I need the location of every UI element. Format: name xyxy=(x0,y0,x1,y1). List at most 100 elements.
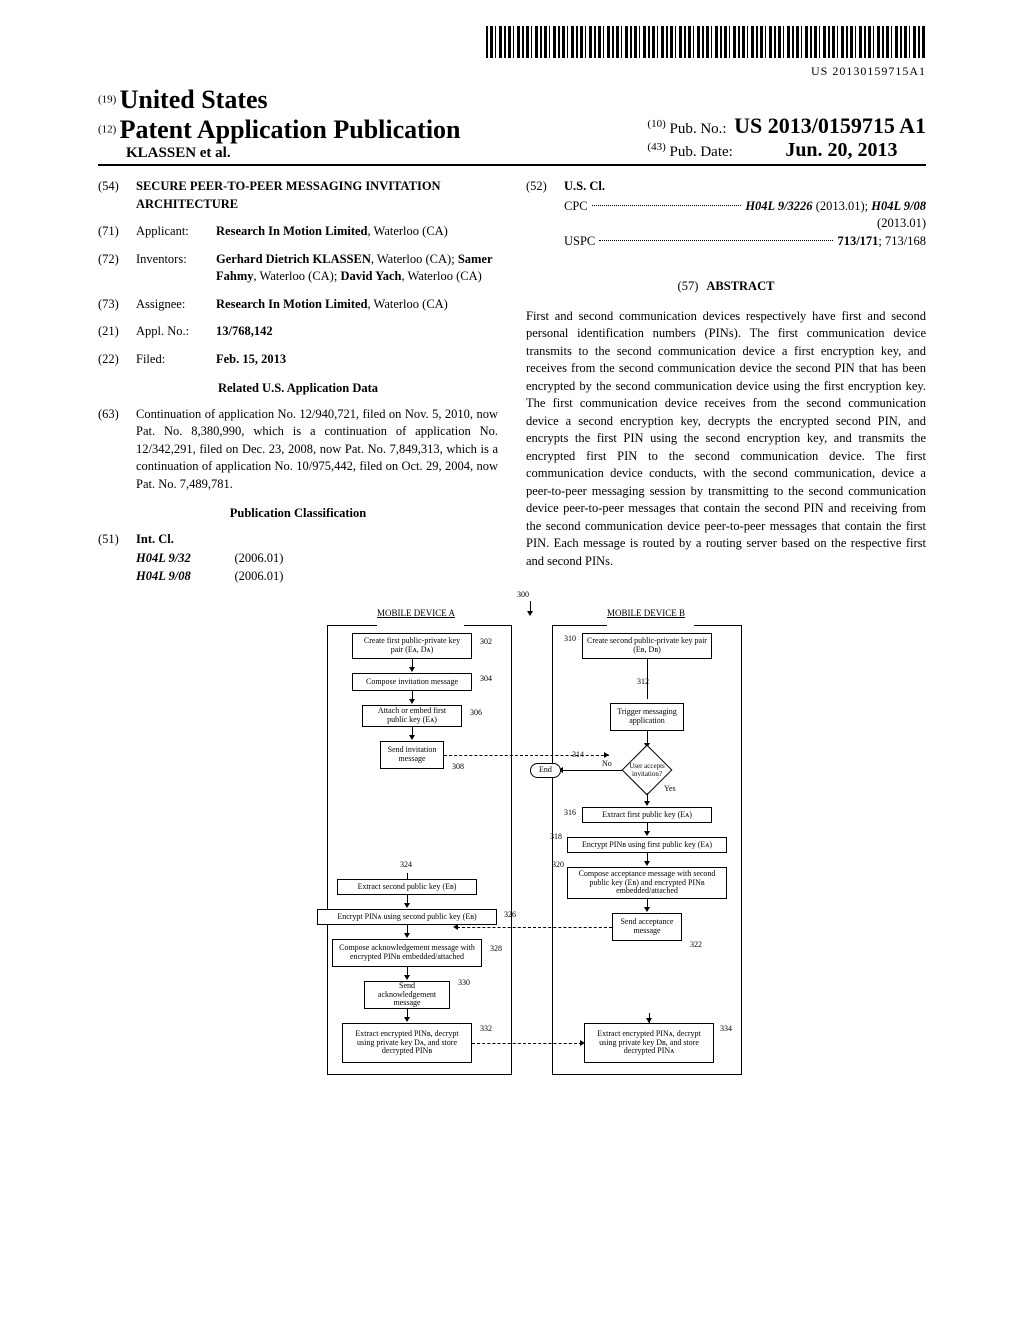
header: (19) United States (12) Patent Applicati… xyxy=(98,85,926,166)
pubdate-label: Pub. Date: xyxy=(669,144,732,160)
inid-doctype: (12) xyxy=(98,124,116,136)
fc-l332: 332 xyxy=(480,1025,492,1034)
fc-n328: Compose acknowledgement message with enc… xyxy=(332,939,482,967)
pubno: US 2013/0159715 A1 xyxy=(734,113,926,138)
uscl-label: U.S. Cl. xyxy=(564,178,926,196)
fc-l304: 304 xyxy=(480,675,492,684)
filed-num: (22) xyxy=(98,351,128,369)
fc-n326: Encrypt PINᴀ using second public key (Eʙ… xyxy=(317,909,497,925)
fc-l334: 334 xyxy=(720,1025,732,1034)
header-right: (10) Pub. No.: US 2013/0159715 A1 (43) P… xyxy=(647,113,926,162)
fc-l318: 318 xyxy=(550,833,562,842)
right-column: (52) U.S. Cl. CPC H04L 9/3226 (2013.01);… xyxy=(526,178,926,585)
intcl-2-ver: (2006.01) xyxy=(235,569,284,583)
fc-n324: Extract second public key (Eʙ) xyxy=(337,879,477,895)
field-inventors: (72) Inventors: Gerhard Dietrich KLASSEN… xyxy=(98,251,498,286)
intcl-num: (51) xyxy=(98,531,128,549)
cpc-row: CPC H04L 9/3226 (2013.01); H04L 9/08 xyxy=(526,198,926,216)
class-head: Publication Classification xyxy=(98,505,498,523)
header-left: (19) United States (12) Patent Applicati… xyxy=(98,85,461,162)
fc-l308: 308 xyxy=(452,763,464,772)
pubno-label: Pub. No.: xyxy=(669,121,726,137)
fc-end: End xyxy=(530,763,561,778)
field-intcl: (51) Int. Cl. xyxy=(98,531,498,549)
cpc-val1: H04L 9/3226 xyxy=(745,198,812,216)
cpc-val2: H04L 9/08 xyxy=(871,198,926,216)
country: United States xyxy=(120,85,268,114)
filed-val: Feb. 15, 2013 xyxy=(216,351,498,369)
cpc-ver2: (2013.01) xyxy=(526,215,926,233)
barcode-number: US 20130159715A1 xyxy=(98,64,926,79)
field-assignee: (73) Assignee: Research In Motion Limite… xyxy=(98,296,498,314)
abstract-head-row: (57) ABSTRACT xyxy=(526,278,926,296)
title-num: (54) xyxy=(98,178,128,213)
fc-l302: 302 xyxy=(480,638,492,647)
cpc-label: CPC xyxy=(564,198,588,216)
doc-type: Patent Application Publication xyxy=(120,115,461,144)
filed-label: Filed: xyxy=(136,351,208,369)
dash-308-312 xyxy=(444,755,609,756)
fc-n322: Send acceptance message xyxy=(612,913,682,941)
abstract-num: (57) xyxy=(678,278,699,296)
fc-l306: 306 xyxy=(470,709,482,718)
applno-num: (21) xyxy=(98,323,128,341)
fc-n330: Send acknowledgement message xyxy=(364,981,450,1009)
abstract-text: First and second communication devices r… xyxy=(526,308,926,571)
fc-n314-txt: User accepts invitation? xyxy=(622,763,672,778)
barcode-block: US 20130159715A1 xyxy=(98,26,926,79)
fc-no: No xyxy=(602,760,612,769)
intcl-1-ver: (2006.01) xyxy=(235,551,284,565)
inventors-num: (72) xyxy=(98,251,128,286)
assignee-num: (73) xyxy=(98,296,128,314)
intcl-row-1: H04L 9/32 (2006.01) xyxy=(98,550,498,568)
field-filed: (22) Filed: Feb. 15, 2013 xyxy=(98,351,498,369)
inventors-label: Inventors: xyxy=(136,251,208,286)
applicant-num: (71) xyxy=(98,223,128,241)
fc-n334: Extract encrypted PINᴀ, decrypt using pr… xyxy=(584,1023,714,1063)
field-related: (63) Continuation of application No. 12/… xyxy=(98,406,498,494)
field-applicant: (71) Applicant: Research In Motion Limit… xyxy=(98,223,498,241)
intcl-1-code: H04L 9/32 xyxy=(136,551,191,565)
applno-label: Appl. No.: xyxy=(136,323,208,341)
inid-pubdate: (43) xyxy=(647,141,665,153)
left-column: (54) SECURE PEER-TO-PEER MESSAGING INVIT… xyxy=(98,178,498,585)
uspc-val: 713/171; 713/168 xyxy=(837,233,926,251)
fc-l320: 320 xyxy=(552,861,564,870)
intcl-2-code: H04L 9/08 xyxy=(136,569,191,583)
fc-n332: Extract encrypted PINʙ, decrypt using pr… xyxy=(342,1023,472,1063)
applicant-label: Applicant: xyxy=(136,223,208,241)
title-text: SECURE PEER-TO-PEER MESSAGING INVITATION… xyxy=(136,178,498,213)
field-uscl: (52) U.S. Cl. xyxy=(526,178,926,196)
fc-l326: 326 xyxy=(504,911,516,920)
inid-country: (19) xyxy=(98,94,116,106)
intcl-row-2: H04L 9/08 (2006.01) xyxy=(98,568,498,586)
uscl-num: (52) xyxy=(526,178,556,196)
field-title: (54) SECURE PEER-TO-PEER MESSAGING INVIT… xyxy=(98,178,498,213)
fc-l314: 314 xyxy=(572,751,584,760)
pubdate: Jun. 20, 2013 xyxy=(785,139,897,161)
fc-l328: 328 xyxy=(490,945,502,954)
fc-l310: 310 xyxy=(564,635,576,644)
cpc-ver1: (2013.01); xyxy=(816,198,868,216)
main-columns: (54) SECURE PEER-TO-PEER MESSAGING INVIT… xyxy=(98,178,926,585)
fc-n312: Trigger messaging application xyxy=(610,703,684,731)
authors: KLASSEN et al. xyxy=(98,145,461,162)
dash-332-334 xyxy=(472,1043,582,1044)
uspc-dots xyxy=(599,240,833,241)
related-num: (63) xyxy=(98,406,128,494)
fc-yes: Yes xyxy=(664,785,676,794)
assignee-val: Research In Motion Limited, Waterloo (CA… xyxy=(216,296,498,314)
fc-ref-line xyxy=(530,601,531,611)
fc-ref: 300 xyxy=(517,591,529,600)
assignee-label: Assignee: xyxy=(136,296,208,314)
fc-l324: 324 xyxy=(400,861,412,870)
cpc-dots xyxy=(592,205,742,206)
fc-n316: Extract first public key (Eᴀ) xyxy=(582,807,712,823)
fc-n302: Create first public-private key pair (Eᴀ… xyxy=(352,633,472,659)
fc-l330: 330 xyxy=(458,979,470,988)
inventors-val: Gerhard Dietrich KLASSEN, Waterloo (CA);… xyxy=(216,251,498,286)
fc-n308: Send invitation message xyxy=(380,741,444,769)
fc-n306: Attach or embed first public key (Eᴀ) xyxy=(362,705,462,727)
fc-n320: Compose acceptance message with second p… xyxy=(567,867,727,899)
intcl-label: Int. Cl. xyxy=(136,531,498,549)
